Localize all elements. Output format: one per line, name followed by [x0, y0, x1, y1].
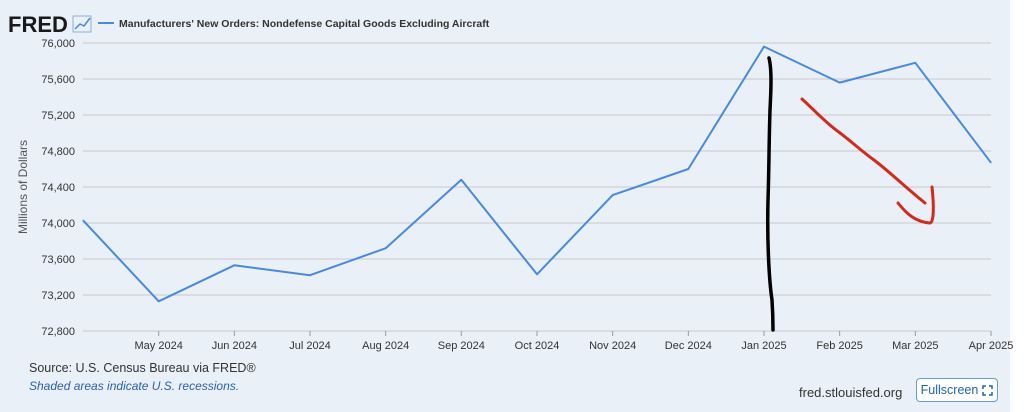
black-annotation-line — [765, 56, 775, 332]
data-point[interactable] — [687, 168, 689, 170]
y-tick-label: 75,600 — [41, 74, 75, 86]
data-point[interactable] — [233, 264, 235, 266]
x-tick-label: Apr 2025 — [969, 340, 1014, 352]
x-tick-label: Feb 2025 — [816, 340, 862, 352]
x-tick-label: Sep 2024 — [438, 340, 485, 352]
fullscreen-icon — [982, 384, 994, 396]
fullscreen-button[interactable]: Fullscreen — [916, 378, 998, 402]
red-annotation-arrow-head — [896, 185, 935, 225]
legend-series-label: Manufacturers' New Orders: Nondefense Ca… — [119, 18, 490, 30]
y-tick-label: 74,800 — [41, 146, 75, 158]
x-tick-label: Jun 2024 — [212, 340, 257, 352]
data-point[interactable] — [158, 300, 160, 302]
y-tick-label: 72,800 — [41, 326, 75, 338]
site-link[interactable]: fred.stlouisfed.org — [799, 385, 903, 400]
y-tick-label: 74,400 — [41, 182, 75, 194]
red-annotation-arrow-shaft — [800, 97, 927, 205]
x-tick-label: Mar 2025 — [892, 340, 938, 352]
x-tick-label: Jan 2025 — [741, 340, 786, 352]
data-point[interactable] — [763, 46, 765, 48]
data-point[interactable] — [536, 273, 538, 275]
recession-note: Shaded areas indicate U.S. recessions. — [29, 379, 240, 393]
data-point[interactable] — [385, 247, 387, 249]
data-point[interactable] — [914, 62, 916, 64]
data-point[interactable] — [839, 82, 841, 84]
line-graph-icon — [72, 15, 92, 33]
plot-area: 72,800 73,200 73,600 74,000 74,400 74,800 75,2… — [41, 38, 1013, 352]
series-line[interactable] — [82, 45, 992, 303]
x-tick-label: Jul 2024 — [289, 340, 331, 352]
x-tick-label: Dec 2024 — [665, 340, 712, 352]
data-point[interactable] — [990, 162, 992, 164]
data-point[interactable] — [82, 219, 84, 221]
y-tick-label: 76,000 — [41, 38, 75, 50]
y-tick-label: 74,000 — [41, 218, 75, 230]
y-tick-label: 73,200 — [41, 290, 75, 302]
y-tick-label: 75,200 — [41, 110, 75, 122]
x-tick-label: Aug 2024 — [362, 340, 409, 352]
fred-logo[interactable]: FRED — [8, 12, 68, 37]
x-tick-label: May 2024 — [135, 340, 183, 352]
y-axis-label: Millions of Dollars — [16, 140, 30, 234]
source-text: Source: U.S. Census Bureau via FRED® — [29, 361, 256, 375]
x-tick-label: Nov 2024 — [589, 340, 636, 352]
data-point[interactable] — [460, 179, 462, 181]
fullscreen-label: Fullscreen — [920, 383, 979, 397]
data-point[interactable] — [309, 274, 311, 276]
x-tick-label: Oct 2024 — [515, 340, 560, 352]
data-point[interactable] — [612, 194, 614, 196]
y-tick-label: 73,600 — [41, 254, 75, 266]
